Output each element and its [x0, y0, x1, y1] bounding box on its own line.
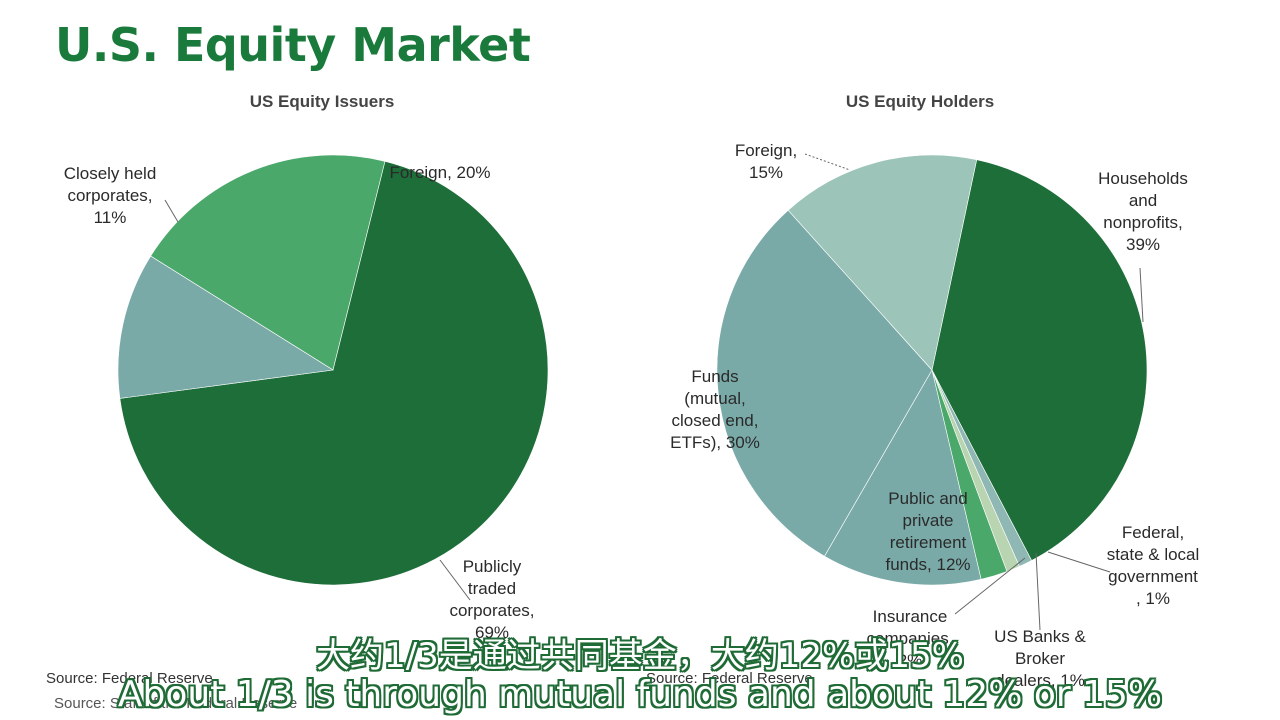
- pie-slice: [117, 255, 334, 399]
- slice-label: Publicly traded corporates, 69%: [449, 557, 534, 642]
- leader-line: [954, 557, 1026, 615]
- source-left-ghost: Source: Staff of the Federal Reserve: [54, 695, 298, 712]
- leader-line: [1035, 552, 1041, 631]
- leader-line: [804, 153, 851, 171]
- pie-chart-1: US Equity Issuers Foreign, 20% Publicly tra…: [64, 92, 549, 642]
- pie-slice: [716, 209, 933, 557]
- slice-label: Federal, state & local government, 1%: [1107, 523, 1200, 608]
- pie-slice: [150, 154, 386, 371]
- page-title: U.S. Equity Market: [55, 18, 531, 72]
- slice-label: Closely held corporates, 11%: [64, 164, 157, 227]
- slice-label: Foreign, 15%: [735, 141, 797, 182]
- subtitle-chinese: 大约1/3是通过共同基金，大约12%或15%: [316, 636, 964, 676]
- leader-line: [1139, 267, 1144, 323]
- subtitle-english: About 1/3 is through mutual funds and ab…: [117, 674, 1163, 715]
- leader-line: [1047, 551, 1111, 573]
- slice-label: Households and nonprofits, 39%: [1098, 169, 1188, 254]
- pie-chart-2: US Equity Holders Households and nonprofits…: [670, 92, 1199, 690]
- pie-slice: [787, 154, 978, 371]
- source-right: Source: Federal Reserve: [646, 670, 813, 687]
- slice-label: US Banks & Broker dealers, 1%: [994, 627, 1086, 690]
- leader-line: [164, 199, 179, 223]
- slice-label: Public and private retirement funds, 12%: [885, 489, 970, 574]
- slice-label: Funds (mutual, closed end, ETFs), 30%: [670, 367, 760, 452]
- pie-slice: [119, 161, 549, 586]
- source-left: Source: Federal Reserve: [46, 670, 213, 687]
- chart-title: US Equity Holders: [846, 92, 994, 111]
- pie-slice: [824, 369, 982, 586]
- slice-label: Foreign, 20%: [389, 163, 490, 182]
- slice-label: Insurance companies, 2%: [867, 607, 954, 670]
- chart-title: US Equity Issuers: [250, 92, 395, 111]
- leader-line: [439, 559, 471, 601]
- pie-slice: [931, 159, 1148, 561]
